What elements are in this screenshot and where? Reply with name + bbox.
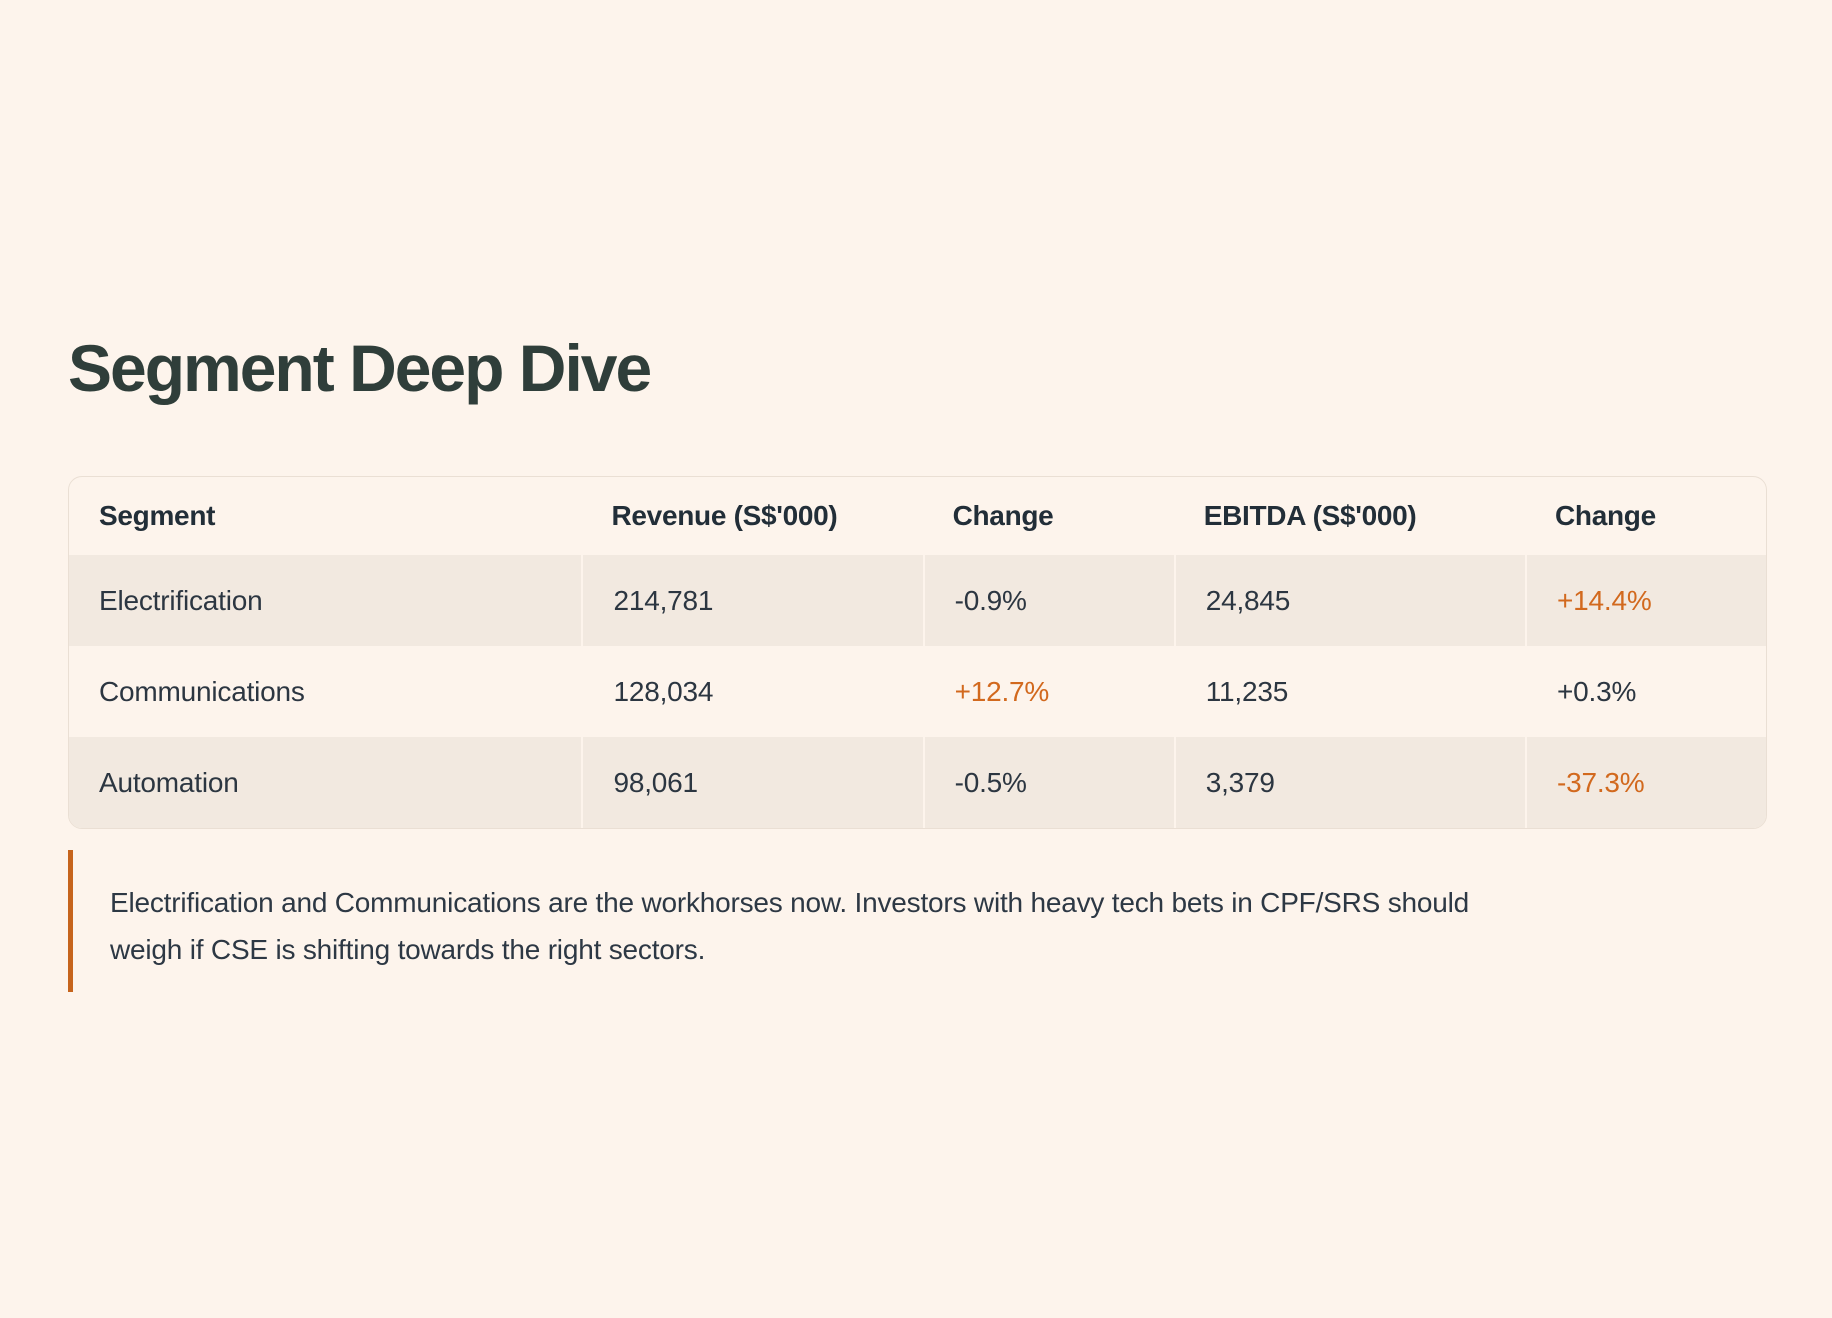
column-header-revenue: Revenue (S$'000) [611, 500, 838, 531]
cell-ebitda-change: +0.3% [1524, 646, 1766, 737]
analyst-note-line: weigh if CSE is shifting towards the rig… [110, 934, 706, 965]
analyst-note: Electrification and Communications are t… [68, 850, 1708, 992]
cell-ebitda: 3,379 [1173, 737, 1525, 828]
table-row-automation: Automation 98,061 -0.5% 3,379 -37.3% [69, 737, 1766, 828]
analyst-note-line: Electrification and Communications are t… [110, 887, 1470, 918]
table-header-row: Segment Revenue (S$'000) Change EBITDA (… [69, 477, 1766, 555]
column-header-segment: Segment [99, 500, 216, 531]
cell-revenue: 128,034 [581, 646, 922, 737]
cell-revenue: 214,781 [581, 555, 922, 646]
cell-ebitda: 11,235 [1173, 646, 1525, 737]
cell-revenue-change: -0.9% [922, 555, 1174, 646]
column-header-ebitda-change: Change [1554, 500, 1656, 531]
cell-segment: Automation [99, 766, 239, 798]
cell-revenue: 98,061 [581, 737, 922, 828]
page-title: Segment Deep Dive [68, 331, 652, 405]
column-header-revenue-change: Change [952, 500, 1054, 531]
cell-revenue-change: +12.7% [922, 646, 1174, 737]
cell-revenue-change: -0.5% [922, 737, 1174, 828]
cell-ebitda-change: -37.3% [1524, 737, 1766, 828]
cell-segment: Communications [99, 675, 305, 707]
cell-ebitda-change: +14.4% [1524, 555, 1766, 646]
table-row-communications: Communications 128,034 +12.7% 11,235 +0.… [69, 646, 1766, 737]
cell-ebitda: 24,845 [1173, 555, 1525, 646]
segment-table: Segment Revenue (S$'000) Change EBITDA (… [68, 476, 1767, 829]
cell-segment: Electrification [99, 584, 263, 616]
table-row-electrification: Electrification 214,781 -0.9% 24,845 +14… [69, 555, 1766, 646]
column-header-ebitda: EBITDA (S$'000) [1203, 500, 1417, 531]
